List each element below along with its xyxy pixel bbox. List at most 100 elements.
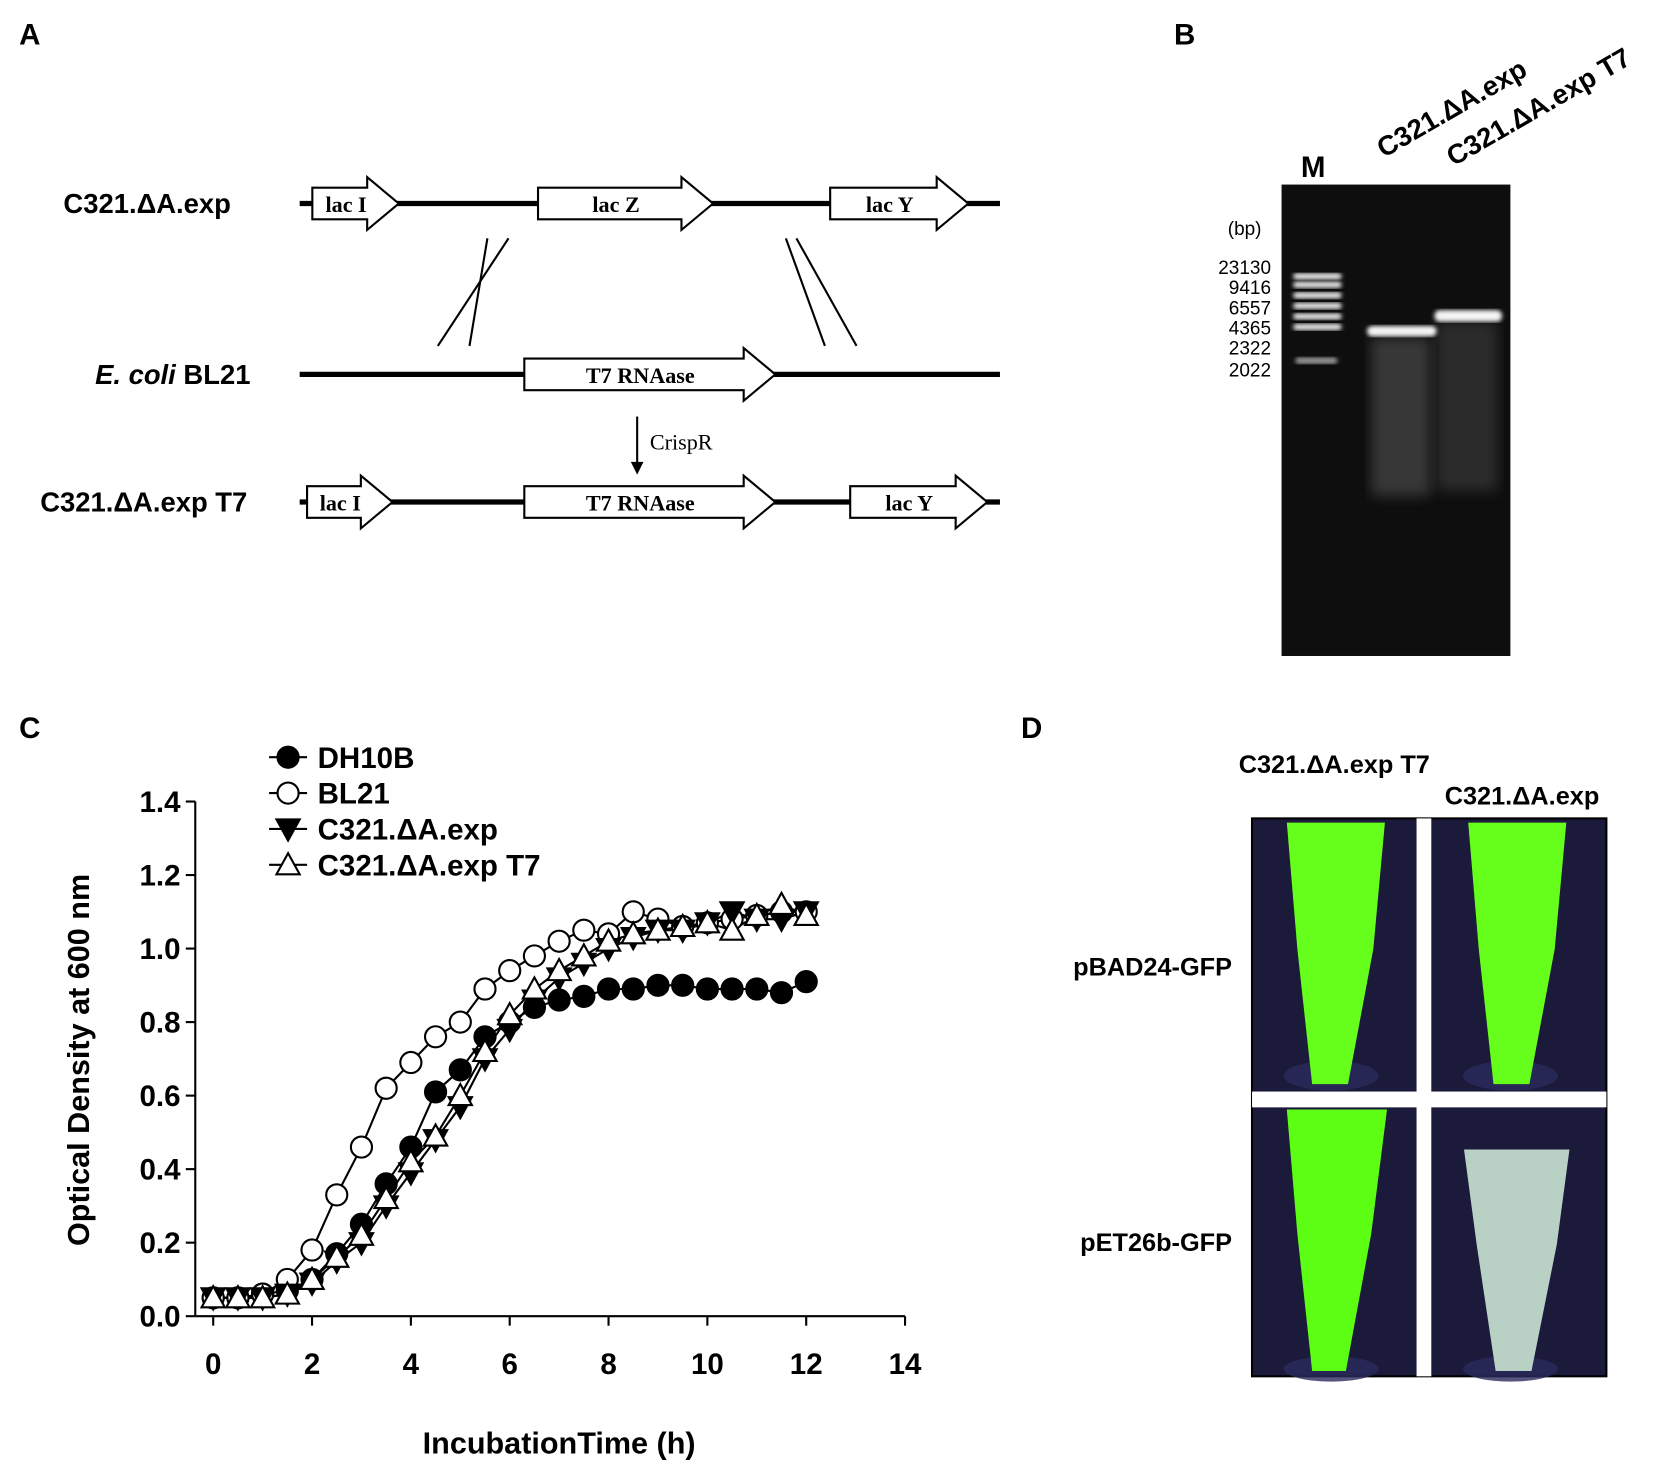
point [547,988,571,1012]
point [792,901,820,927]
band [1293,313,1342,320]
legend-label: DH10B [318,742,415,775]
gene-arrow [849,473,989,531]
point [769,981,794,1005]
y-tick-label: 0.4 [139,1154,181,1187]
point [596,977,621,1001]
point [671,973,695,997]
y-tick-label: 1.4 [139,786,181,819]
band [1293,273,1342,280]
point [397,1147,425,1173]
point [473,977,497,1001]
point [595,927,622,952]
size-label: 2022 [1229,361,1271,382]
point [448,1010,472,1034]
strain-label: C321.ΔA.exp [63,188,230,219]
point [372,1184,400,1210]
gene-label: T7 RNAase [586,490,695,515]
point [693,909,721,934]
point [323,1243,351,1268]
species: E. coli [95,359,177,390]
tube [1468,822,1567,1085]
point [745,977,769,1001]
x-tick-label: 14 [889,1348,922,1381]
point [199,1284,227,1309]
point [572,984,596,1008]
point [547,929,571,953]
tube [1464,1149,1570,1372]
y-tick-label: 1.0 [139,933,180,966]
panel-label: C [19,712,40,745]
size-label: 6557 [1229,298,1271,319]
x-tick-label: 12 [790,1348,823,1381]
gene-diagram: C321.ΔA.exp E. coli BL21 C321.ΔA.exp T7 … [40,174,1000,531]
point [669,912,697,938]
column-label: C321.ΔA.exp T7 [1239,751,1430,779]
divider [1252,1091,1607,1108]
x-tick-label: 2 [304,1348,320,1381]
point [399,1050,423,1075]
point [572,918,596,942]
point [300,1238,324,1262]
gene-label: lac Y [866,192,914,217]
smear [1436,321,1498,491]
size-label: 4365 [1229,318,1271,339]
band [1293,323,1342,331]
point [619,920,647,945]
point [621,977,645,1001]
point [276,781,300,805]
lane-label: M [1301,151,1326,184]
crossover [436,237,858,347]
point [644,916,672,941]
gene-arrow [523,473,777,531]
point [496,1000,524,1026]
gene-label: lac Y [885,490,933,515]
row-label: pBAD24-GFP [1073,954,1232,982]
gene-label: lac I [325,192,366,217]
row-label: pET26b-GFP [1080,1229,1232,1257]
size-label: 23130 [1218,258,1271,279]
y-tick-label: 0.8 [139,1007,180,1040]
band [1293,302,1342,310]
gene-arrow [311,174,401,233]
band [1293,292,1342,299]
point [273,1280,301,1305]
point [521,975,548,1000]
x-tick-label: 0 [205,1348,221,1381]
y-axis-label: Optical Density at 600 nm [62,874,96,1246]
panel-label: D [1021,712,1042,745]
gene-arrow [536,174,715,233]
panel-label: A [19,18,40,51]
point [621,900,645,924]
point [422,1122,449,1147]
point [374,1076,398,1100]
gene-label: T7 RNAase [586,363,695,388]
x-tick-label: 6 [501,1348,517,1381]
tube-photo: C321.ΔA.exp T7 C321.ΔA.exp pBAD24-GFP pE… [1073,751,1608,1382]
point [276,745,300,769]
size-label: 9416 [1229,278,1271,299]
point [695,977,719,1001]
point [471,1037,499,1063]
point [325,1183,349,1207]
y-tick-label: 0.6 [139,1080,180,1113]
legend-label: BL21 [318,778,390,811]
point [718,901,746,926]
band [1434,310,1502,322]
arrow-head [630,461,644,475]
point [298,1265,326,1290]
smear [1371,337,1431,496]
gene-label: lac I [320,490,361,515]
band [1295,357,1338,364]
point [545,956,573,982]
point [646,973,670,997]
point [349,1135,374,1159]
tube [1286,1109,1388,1372]
x-tick-label: 10 [691,1348,724,1381]
point [570,942,598,967]
point [718,916,746,941]
y-tick-label: 0.2 [139,1227,180,1260]
x-axis-label: IncubationTime (h) [423,1426,696,1460]
